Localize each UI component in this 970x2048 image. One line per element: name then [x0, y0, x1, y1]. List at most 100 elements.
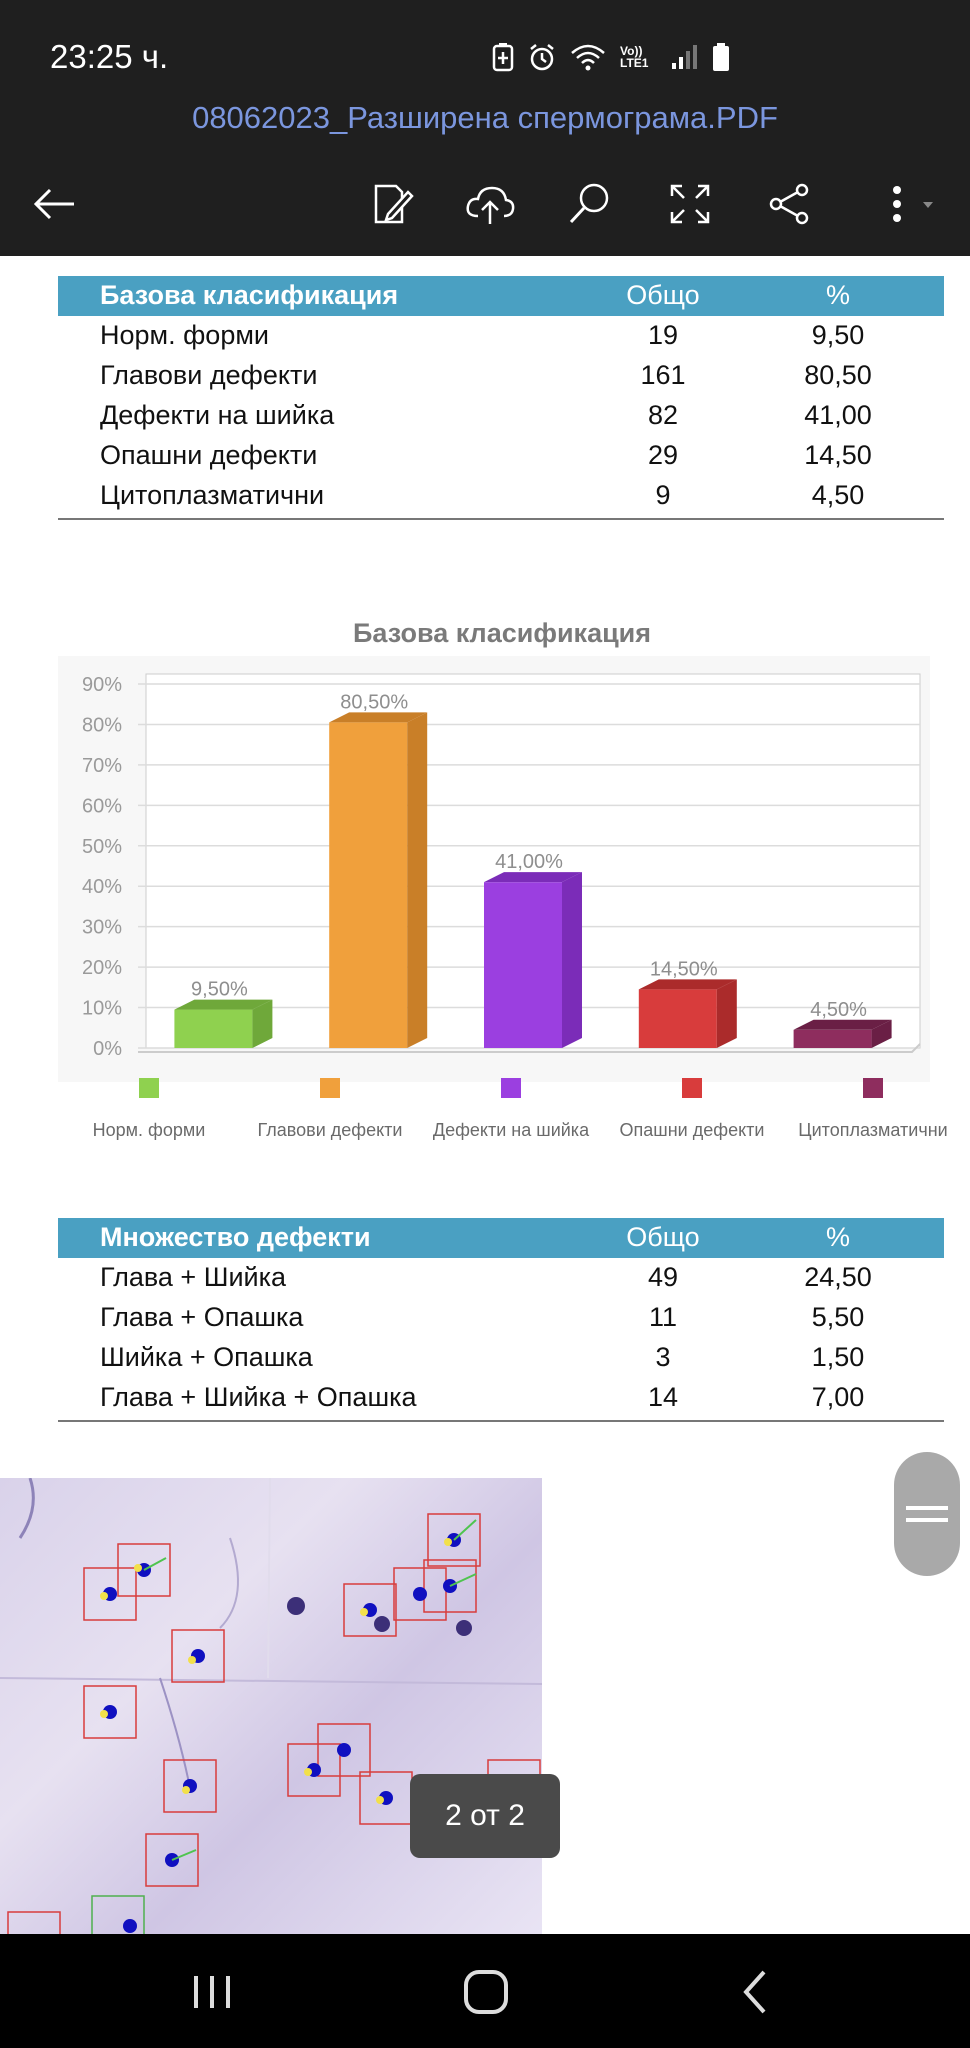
table-header: Множество дефекти Общо % [58, 1218, 944, 1258]
row-total: 19 [647, 320, 679, 350]
data-label: 14,50% [650, 958, 718, 980]
y-tick-label: 30% [82, 917, 122, 939]
table-row: Дефекти на шийка 82 41,00 [58, 396, 944, 436]
legend-swatch [320, 1078, 340, 1098]
bar-3: 41,00% [484, 851, 582, 1048]
legend-swatch [863, 1078, 883, 1098]
table-row: Глава + Шийка 49 24,50 [58, 1258, 944, 1298]
row-name: Шийка + Опашка [100, 1342, 313, 1372]
row-pct: 9,50 [811, 320, 865, 350]
row-pct: 5,50 [811, 1302, 865, 1332]
recent-apps-icon[interactable] [182, 1962, 242, 2022]
legend-label: Дефекти на шийка [432, 1120, 590, 1140]
row-total: 9 [655, 480, 671, 510]
row-total: 29 [647, 440, 679, 470]
table-row: Норм. форми 19 9,50 [58, 316, 944, 356]
y-tick-label: 60% [82, 795, 122, 817]
row-total: 49 [647, 1262, 679, 1292]
row-name: Норм. форми [100, 320, 269, 350]
table-rule [58, 1420, 944, 1422]
more-icon[interactable] [866, 176, 946, 232]
header-name: Множество дефекти [100, 1222, 371, 1252]
bar-top [484, 872, 582, 883]
alarm-icon [530, 44, 554, 71]
header-pct: % [825, 280, 850, 310]
bar-side [407, 712, 428, 1048]
table-row: Глава + Шийка + Опашка 14 7,00 [58, 1378, 944, 1418]
table-row: Цитоплазматични 9 4,50 [58, 476, 944, 516]
y-tick-label: 0% [93, 1038, 122, 1060]
search-icon[interactable] [560, 176, 620, 232]
y-tick-label: 40% [82, 876, 122, 898]
row-total: 11 [648, 1302, 678, 1332]
network-label: Vo)) LTE1 [620, 44, 649, 70]
row-name: Глава + Опашка [100, 1302, 304, 1332]
bar-top [174, 999, 273, 1010]
battery-saver-icon [492, 43, 514, 72]
header-total: Общо [626, 280, 700, 310]
row-total: 161 [640, 360, 686, 390]
row-pct: 41,00 [804, 400, 872, 430]
legend-item: Норм. форми [49, 1078, 249, 1141]
battery-icon [713, 43, 729, 71]
data-label: 80,50% [340, 691, 408, 713]
table-row: Шийка + Опашка 3 1,50 [58, 1338, 944, 1378]
data-label: 4,50% [810, 999, 867, 1021]
legend-swatch [501, 1078, 521, 1098]
header-name: Базова класификация [100, 280, 399, 310]
fast-scroll-handle[interactable] [894, 1452, 960, 1576]
back-arrow-icon[interactable] [24, 176, 84, 232]
y-tick-label: 80% [82, 714, 122, 736]
header-pct: % [825, 1222, 850, 1252]
home-icon[interactable] [454, 1960, 518, 2024]
row-pct: 24,50 [804, 1262, 872, 1292]
bar-top [793, 1019, 892, 1030]
bar-2: 80,50% [329, 691, 428, 1048]
status-time: 23:25 ч. [50, 38, 169, 75]
legend-item: Главови дефекти [230, 1078, 430, 1141]
bar-top [329, 712, 428, 723]
legend-label: Норм. форми [92, 1120, 206, 1140]
bar-side [562, 872, 582, 1048]
bar-chart: 0% 10% 20% 30% 40% 50% 60% 70% 80% 90% 9,50% 80,50… [58, 656, 930, 1082]
fullscreen-icon[interactable] [660, 176, 720, 232]
legend-item: Дефекти на шийка [411, 1078, 611, 1141]
edit-icon[interactable] [362, 176, 422, 232]
top-app-bar: 23:25 ч. Vo)) LTE1 08062023_Разширена сп… [0, 0, 970, 256]
bar-front [174, 1009, 253, 1048]
wifi-icon [571, 44, 605, 71]
row-name: Глава + Шийка [100, 1262, 287, 1292]
bar-4: 14,50% [638, 958, 737, 1048]
legend-item: Опашни дефекти [592, 1078, 792, 1141]
row-pct: 14,50 [804, 440, 872, 470]
legend-label: Опашни дефекти [619, 1120, 765, 1140]
legend-swatch [139, 1078, 159, 1098]
y-tick-label: 20% [82, 957, 122, 979]
y-tick-label: 10% [82, 998, 122, 1020]
table-row: Глава + Опашка 11 5,50 [58, 1298, 944, 1338]
bar-front [638, 989, 717, 1048]
legend-label: Цитоплазматични [798, 1120, 948, 1140]
navigation-bar [0, 1934, 970, 2048]
bar-side [871, 1019, 892, 1048]
y-tick-label: 90% [82, 674, 122, 696]
y-tick-label: 50% [82, 836, 122, 858]
cloud-upload-icon[interactable] [460, 176, 520, 232]
back-icon[interactable] [726, 1962, 786, 2022]
bar-5: 4,50% [793, 999, 892, 1048]
data-label: 9,50% [191, 979, 248, 1001]
page-indicator: 2 от 2 [410, 1774, 560, 1858]
table-header: Базова класификация Общо % [58, 276, 944, 316]
header-total: Общо [626, 1222, 700, 1252]
multiple-defects-table: Множество дефекти Общо % Глава + Шийка 49… [58, 1218, 944, 1422]
row-pct: 4,50 [811, 480, 865, 510]
row-name: Главови дефекти [100, 360, 318, 390]
y-tick-label: 70% [82, 755, 122, 777]
table-rule [58, 518, 944, 520]
bar-front [793, 1029, 872, 1048]
chart-floor [138, 1043, 921, 1053]
document-title: 08062023_Разширена спермограма.PDF [192, 100, 778, 135]
bar-front [484, 882, 562, 1048]
row-pct: 80,50 [804, 360, 872, 390]
share-icon[interactable] [760, 176, 820, 232]
